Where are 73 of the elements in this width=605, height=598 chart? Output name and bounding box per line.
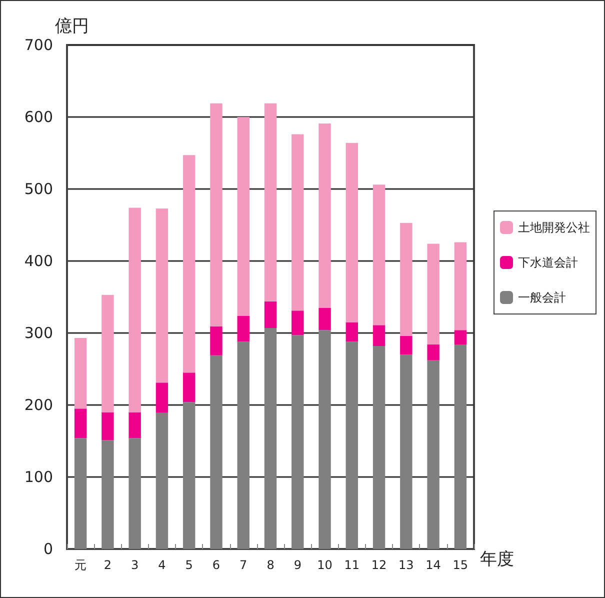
bar: [74, 408, 87, 438]
bar: [292, 335, 304, 549]
bar: [156, 208, 168, 383]
bar: [182, 372, 196, 402]
legend-label: 一般会計: [518, 290, 566, 304]
y-tick-label: 100: [24, 468, 53, 486]
x-tick-label: 9: [294, 558, 302, 572]
bar: [292, 134, 304, 311]
x-tick-label: 6: [212, 558, 220, 572]
x-tick-label: 元: [74, 558, 87, 572]
x-tick-label: 4: [158, 558, 166, 572]
bar: [292, 310, 304, 336]
bar: [454, 344, 467, 549]
x-tick-label: 2: [104, 558, 112, 572]
bar: [237, 342, 250, 549]
bar: [346, 142, 358, 322]
y-axis-title: 億円: [55, 16, 89, 36]
x-axis-title: 年度: [480, 550, 514, 570]
bar: [210, 103, 222, 327]
x-tick-label: 10: [317, 558, 332, 572]
x-tick-label: 5: [185, 558, 193, 572]
bar: [74, 338, 87, 409]
bar: [372, 325, 386, 346]
bar: [400, 222, 412, 336]
bar: [156, 382, 168, 413]
bar: [264, 328, 277, 549]
y-tick-label: 300: [24, 324, 53, 342]
bar: [128, 438, 141, 549]
bar: [182, 155, 196, 373]
bar: [237, 316, 250, 342]
x-tick-label: 15: [452, 558, 468, 572]
x-tick-label: 11: [344, 558, 360, 572]
bar: [237, 117, 250, 316]
x-tick-label: 14: [426, 558, 441, 572]
bar: [346, 342, 358, 549]
x-tick-label: 3: [131, 558, 139, 572]
bar: [427, 344, 440, 360]
bar: [74, 438, 87, 549]
x-tick-label: 13: [398, 558, 414, 572]
y-tick-label: 200: [24, 396, 53, 414]
x-tick-label: 12: [371, 558, 387, 572]
bar: [156, 412, 168, 549]
y-tick-label: 400: [24, 252, 53, 270]
bar: [102, 412, 114, 440]
bar: [427, 244, 440, 345]
y-tick-label: 600: [24, 108, 53, 126]
bar: [372, 184, 386, 326]
bar: [128, 208, 141, 412]
bar: [400, 354, 412, 549]
bar: [400, 336, 412, 355]
bar: [318, 123, 331, 308]
y-tick-label: 0: [43, 540, 53, 558]
legend-label: 下水道会計: [518, 256, 578, 270]
bar: [210, 355, 222, 549]
bar: [210, 326, 222, 356]
bar: [372, 346, 386, 549]
legend-label: 土地開発公社: [518, 220, 590, 234]
bar: [264, 103, 277, 302]
x-tick-label: 8: [266, 558, 274, 572]
bar: [102, 440, 114, 549]
bar: [454, 330, 467, 345]
bar: [102, 294, 114, 412]
bar: [264, 301, 277, 328]
bar: [427, 360, 440, 549]
bar: [318, 330, 331, 549]
y-tick-label: 500: [24, 180, 53, 198]
y-tick-label: 700: [24, 36, 53, 54]
bar: [182, 402, 196, 549]
bar: [318, 308, 331, 330]
bar: [454, 242, 467, 330]
bar: [128, 412, 141, 438]
x-tick-label: 7: [240, 558, 248, 572]
bar: [346, 322, 358, 342]
